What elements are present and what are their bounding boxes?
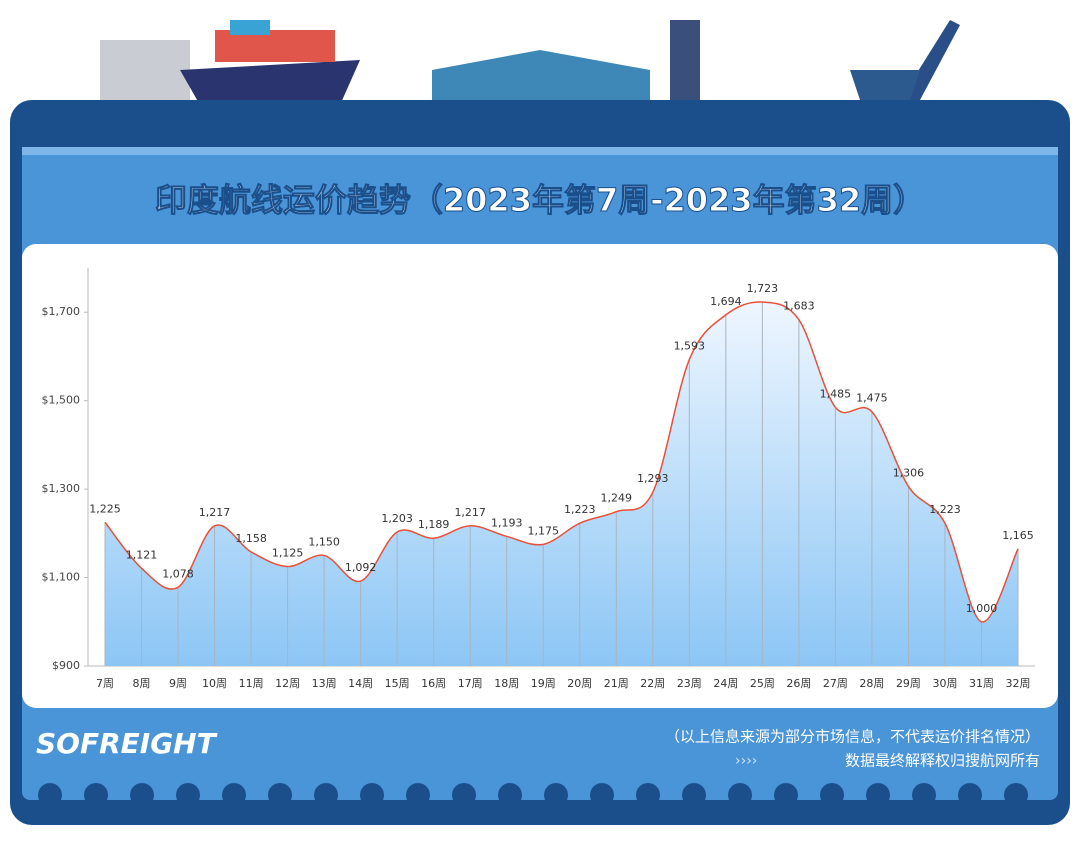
data-label: 1,000 — [966, 602, 998, 615]
x-tick-label: 16周 — [421, 677, 446, 690]
scallop — [590, 783, 614, 807]
x-tick-label: 14周 — [348, 677, 373, 690]
scallop — [406, 783, 430, 807]
y-tick-label: $1,700 — [42, 305, 81, 318]
x-tick-label: 24周 — [713, 677, 738, 690]
scallop — [682, 783, 706, 807]
x-tick-label: 11周 — [239, 677, 264, 690]
title: 印度航线运价趋势（2023年第7周-2023年第32周） — [155, 181, 925, 219]
brand-logo: SOFREIGHT — [36, 727, 218, 760]
scallop — [452, 783, 476, 807]
x-tick-label: 9周 — [169, 677, 187, 690]
data-label: 1,150 — [308, 535, 340, 548]
data-label: 1,475 — [856, 392, 888, 405]
scallop — [222, 783, 246, 807]
data-label: 1,723 — [747, 282, 779, 295]
data-label: 1,223 — [929, 503, 961, 516]
x-tick-label: 12周 — [275, 677, 300, 690]
scallop — [636, 783, 660, 807]
x-tick-label: 17周 — [458, 677, 483, 690]
scallop — [268, 783, 292, 807]
y-tick-label: $1,300 — [42, 482, 81, 495]
x-tick-label: 32周 — [1006, 677, 1031, 690]
x-tick-label: 7周 — [96, 677, 114, 690]
header-illustration — [100, 20, 960, 105]
data-label: 1,485 — [820, 387, 852, 400]
data-label: 1,683 — [783, 300, 815, 313]
copyright-note: 数据最终解释权归搜航网所有 — [845, 752, 1040, 770]
data-label: 1,217 — [199, 506, 231, 519]
source-note: （以上信息来源为部分市场信息，不代表运价排名情况） — [665, 728, 1040, 746]
scallop — [958, 783, 982, 807]
scallop — [728, 783, 752, 807]
x-tick-label: 28周 — [859, 677, 884, 690]
scallop — [1004, 783, 1028, 807]
arrow-decoration: ›››› — [735, 753, 757, 769]
x-tick-label: 31周 — [969, 677, 994, 690]
data-label: 1,593 — [674, 340, 706, 353]
x-tick-label: 20周 — [567, 677, 592, 690]
x-tick-label: 29周 — [896, 677, 921, 690]
data-label: 1,092 — [345, 561, 377, 574]
data-label: 1,125 — [272, 547, 304, 560]
line — [104, 301, 1019, 623]
scallop — [84, 783, 108, 807]
y-tick-label: $1,500 — [42, 394, 81, 407]
scallop-row — [38, 783, 1028, 807]
data-label: 1,225 — [89, 502, 121, 515]
data-label: 1,158 — [235, 532, 267, 545]
scallop — [38, 783, 62, 807]
x-tick-label: 27周 — [823, 677, 848, 690]
scallop — [360, 783, 384, 807]
x-tick-label: 26周 — [786, 677, 811, 690]
scallop — [498, 783, 522, 807]
x-tick-label: 21周 — [604, 677, 629, 690]
x-tick-label: 25周 — [750, 677, 775, 690]
x-tick-label: 13周 — [312, 677, 337, 690]
data-label: 1,306 — [893, 466, 925, 479]
scallop — [130, 783, 154, 807]
x-tick-label: 10周 — [202, 677, 227, 690]
x-tick-label: 19周 — [531, 677, 556, 690]
data-label: 1,078 — [162, 567, 194, 580]
y-tick-label: $900 — [52, 659, 80, 672]
data-label: 1,165 — [1002, 529, 1034, 542]
scallop — [866, 783, 890, 807]
scallop — [912, 783, 936, 807]
scallop — [544, 783, 568, 807]
y-tick-label: $1,100 — [42, 571, 81, 584]
data-label: 1,189 — [418, 518, 450, 531]
data-label: 1,217 — [454, 506, 486, 519]
scallop — [176, 783, 200, 807]
data-label: 1,694 — [710, 295, 742, 308]
x-tick-label: 22周 — [640, 677, 665, 690]
area — [105, 301, 1018, 666]
x-tick-label: 8周 — [133, 677, 151, 690]
x-tick-label: 15周 — [385, 677, 410, 690]
data-label: 1,249 — [601, 492, 633, 505]
data-label: 1,175 — [527, 524, 559, 537]
x-tick-label: 30周 — [932, 677, 957, 690]
scallop — [314, 783, 338, 807]
plot: $900 $1,100 $1,300 $1,500 $1,700 7周 8周 9周 10周 11周… — [42, 268, 1035, 690]
data-label: 1,193 — [491, 516, 523, 529]
scallop — [774, 783, 798, 807]
data-label: 1,203 — [381, 512, 413, 525]
data-label: 1,121 — [126, 548, 158, 561]
x-tick-label: 23周 — [677, 677, 702, 690]
panel-edge — [22, 147, 1058, 155]
scallop — [820, 783, 844, 807]
x-tick-label: 18周 — [494, 677, 519, 690]
data-label: 1,293 — [637, 472, 669, 485]
data-label: 1,223 — [564, 503, 596, 516]
